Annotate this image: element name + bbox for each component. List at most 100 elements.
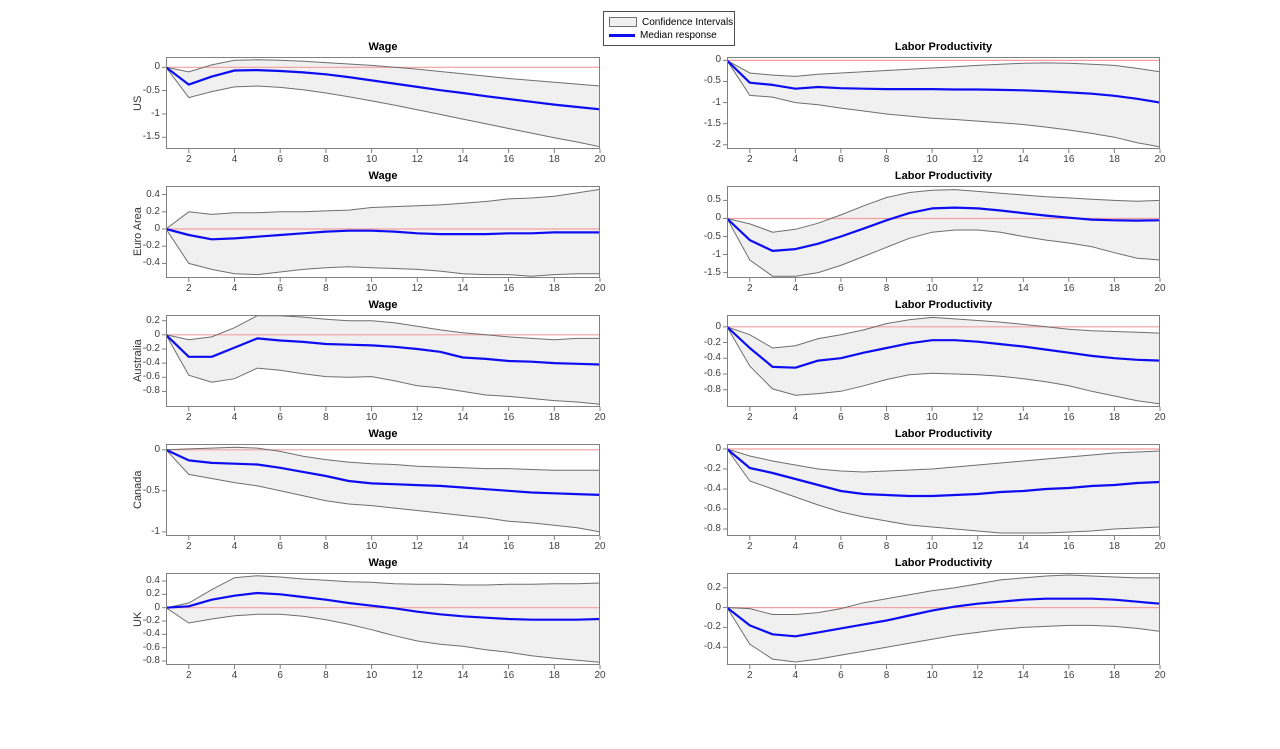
x-tick-label: 12 [972,283,984,294]
lower-ci-line [727,326,1160,405]
x-tick-label: 8 [323,541,329,552]
y-tick-label: 0.4 [146,188,160,200]
x-tick-label: 14 [457,670,469,681]
y-tick-label: -0.6 [703,367,721,379]
x-tick-label: 10 [926,541,938,552]
legend-label: Confidence Intervals [642,16,734,28]
median-response-line [727,448,1160,498]
y-tick-label: -1.5 [703,117,721,129]
x-tick-label: 10 [926,154,938,165]
x-tick-label: 20 [1154,412,1166,423]
y-tick-label: -0.8 [703,523,721,534]
lower-ci-line [727,607,1160,663]
plot-area-euro-area-wage [162,186,601,282]
x-tick-label: 8 [883,283,890,294]
confidence-band-swatch-icon [609,17,637,27]
y-tick-label: 0 [154,328,160,340]
x-tick-label: 10 [926,670,938,681]
subplot-title: Wage [368,41,398,53]
y-tick-label: 0 [715,601,721,613]
x-tick-label: 14 [1017,541,1029,552]
axes-box [166,315,600,407]
x-tick-label: 16 [1063,412,1075,423]
x-tick-label: 20 [1154,283,1166,294]
y-tick-label: 0 [715,54,721,66]
median-response-line [166,66,600,111]
x-tick-label: 6 [277,283,283,294]
x-tick-label: 18 [1108,154,1120,165]
y-tick-label: 0 [154,443,160,455]
x-tick-label: 2 [186,154,192,165]
x-tick-label: 14 [1017,154,1029,165]
x-tick-label: 20 [594,541,606,552]
y-tick-label: -0.4 [703,352,721,364]
median-response-line [166,334,600,366]
median-response-line [727,325,1160,369]
x-tick-label: 18 [548,283,560,294]
x-tick-label: 12 [972,670,984,681]
x-tick-label: 4 [792,283,799,294]
y-tick-label: -0.2 [703,336,721,348]
x-tick-label: 18 [548,412,560,423]
confidence-band [166,189,600,277]
x-tick-label: 2 [747,412,753,423]
lower-ci-line [727,448,1160,534]
x-tick-label: 12 [411,154,423,165]
y-tick-label: -0.4 [142,628,160,640]
x-tick-label: 4 [792,154,799,165]
confidence-band [166,447,600,532]
subplot-title: Wage [368,557,398,569]
upper-ci-line [166,59,600,87]
confidence-band [727,317,1160,404]
x-tick-label: 4 [231,541,238,552]
x-tick-label: 10 [926,283,938,294]
y-tick-label: -0.6 [703,503,721,514]
axes-box [166,57,600,149]
y-tick-label: 0 [715,320,721,332]
tick-marks [723,199,1161,282]
y-tick-label: 0 [154,601,160,613]
y-tick-label: -0.2 [142,615,160,626]
y-tick-label: -0.4 [142,357,160,369]
y-tick-label: -0.4 [703,641,721,653]
x-tick-label: 6 [838,541,844,552]
y-tick-label: -0.5 [142,84,160,96]
y-tick-label: -1 [151,107,160,119]
x-tick-label: 16 [1063,154,1075,165]
y-tick-label: 0.5 [707,194,721,206]
x-tick-label: 2 [186,283,192,294]
tick-marks [162,320,601,411]
x-tick-label: 8 [883,154,890,165]
x-tick-label: 18 [1108,283,1120,294]
x-tick-label: 8 [323,412,329,423]
x-tick-label: 6 [838,283,844,294]
lower-ci-line [727,60,1160,148]
lower-ci-line [166,607,600,663]
legend: Confidence Intervals Median response [603,11,735,46]
tick-marks [162,449,601,540]
x-tick-label: 10 [366,412,378,423]
axes-box [727,315,1160,407]
median-response-line [166,591,600,621]
x-tick-label: 4 [231,154,238,165]
lower-ci-line [166,228,600,277]
y-tick-label: -0.2 [703,463,721,474]
plot-area-australia-wage [162,315,601,411]
y-tick-label: -0.4 [142,257,160,269]
x-tick-label: 10 [366,541,378,552]
x-tick-label: 12 [411,283,423,294]
x-tick-label: 18 [1108,541,1120,552]
plot-area-canada-wage [162,444,601,540]
axes-box [166,186,600,278]
upper-ci-line [166,315,600,341]
x-tick-label: 10 [926,412,938,423]
x-tick-label: 16 [503,412,515,423]
median-response-line [727,597,1160,638]
lower-ci-line [727,218,1160,277]
x-tick-label: 6 [277,541,283,552]
x-tick-label: 20 [594,670,606,681]
median-response-line [166,227,600,241]
x-tick-label: 2 [747,670,753,681]
x-tick-label: 20 [594,154,606,165]
y-tick-label: 0.2 [146,205,160,217]
